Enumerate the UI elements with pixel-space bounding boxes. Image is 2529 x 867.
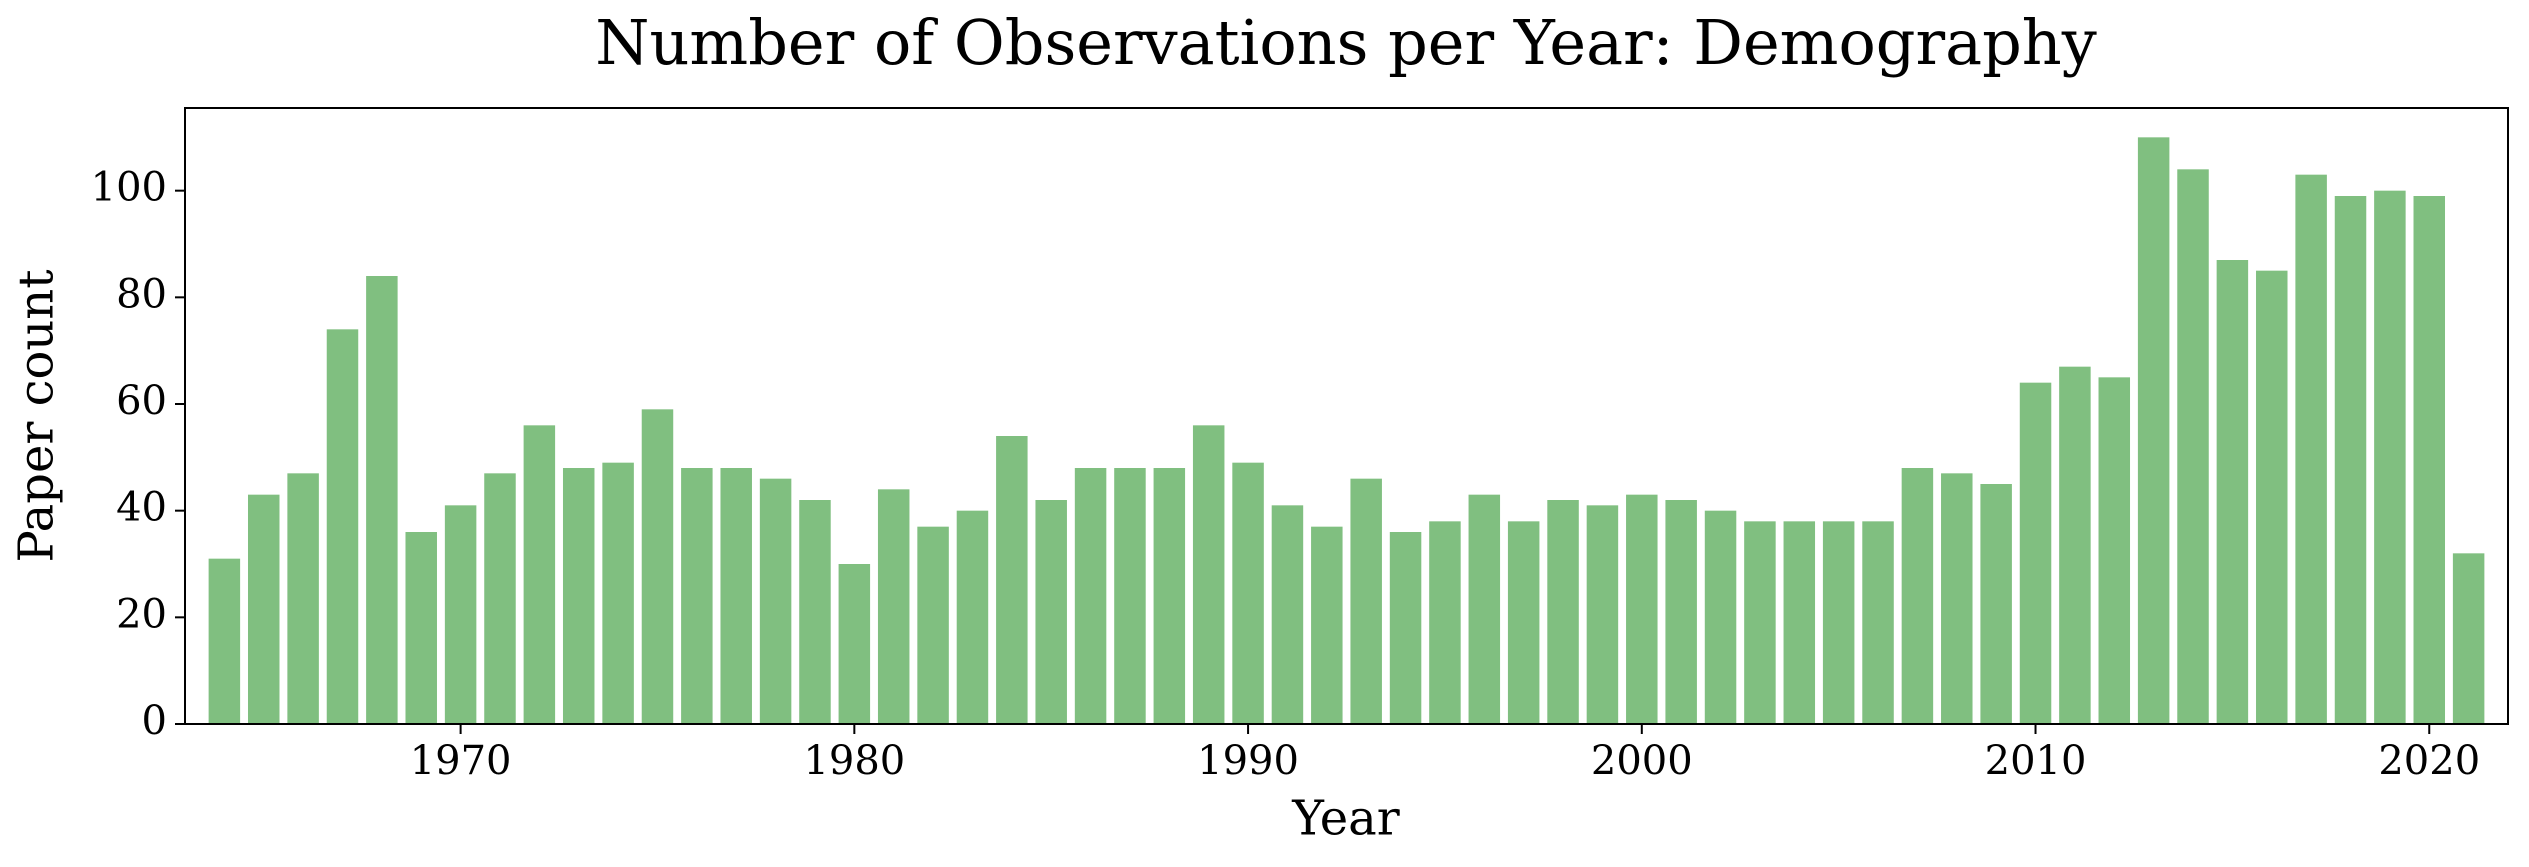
- bar: [2334, 196, 2367, 724]
- bar: [2216, 260, 2249, 724]
- bar: [2177, 169, 2209, 725]
- bar: [1862, 521, 1894, 724]
- bar: [602, 462, 634, 724]
- bar: [1704, 510, 1737, 724]
- bar: [366, 276, 398, 724]
- bar: [2256, 270, 2288, 724]
- bar: [2374, 190, 2406, 724]
- chart-title: Number of Observations per Year: Demogra…: [595, 6, 2096, 79]
- x-tick-label: 1970: [410, 738, 512, 784]
- bar: [1468, 494, 1501, 724]
- bar: [1626, 494, 1658, 724]
- bar: [641, 409, 674, 724]
- y-tick-label: 20: [116, 591, 167, 637]
- bar: [1547, 500, 1579, 724]
- bar: [681, 468, 713, 724]
- bar: [1389, 532, 1422, 724]
- bar: [2452, 553, 2485, 724]
- bar: [2098, 377, 2131, 724]
- y-axis-label: Paper count: [9, 270, 65, 563]
- y-tick-label: 60: [116, 378, 167, 424]
- bar: [405, 532, 437, 724]
- bar: [1586, 505, 1619, 724]
- bar: [523, 425, 556, 724]
- x-axis-label: Year: [1291, 791, 1400, 847]
- y-tick-label: 100: [91, 165, 167, 211]
- bar: [2137, 137, 2170, 725]
- bar: [326, 329, 359, 724]
- bar: [1153, 468, 1186, 724]
- bar: [1941, 473, 1973, 724]
- bar: [1822, 521, 1855, 724]
- bar: [996, 436, 1028, 724]
- bar: [1271, 505, 1304, 724]
- bar: [444, 505, 477, 724]
- bar: [1783, 521, 1816, 724]
- bar: [1074, 468, 1107, 724]
- bar: [208, 558, 241, 724]
- bar: [720, 468, 752, 724]
- bar: [2413, 196, 2446, 724]
- bar: [2059, 366, 2091, 724]
- y-tick-label: 40: [116, 485, 167, 531]
- y-tick-label: 0: [142, 698, 167, 744]
- bar: [1035, 500, 1067, 724]
- bar: [1665, 500, 1697, 724]
- bar: [1311, 526, 1343, 724]
- bar: [759, 478, 792, 724]
- bar: [484, 473, 516, 724]
- y-tick-label: 80: [116, 271, 167, 317]
- bar: [877, 489, 910, 724]
- bar: [2019, 382, 2052, 724]
- bar: [799, 500, 831, 724]
- x-tick-label: 2010: [1985, 738, 2087, 784]
- bar: [1232, 462, 1264, 724]
- x-tick-label: 2020: [2378, 738, 2480, 784]
- bar: [1744, 521, 1776, 724]
- bar: [838, 564, 871, 724]
- bar: [1507, 521, 1540, 724]
- bar: [917, 526, 949, 724]
- bar: [247, 494, 280, 724]
- x-tick-label: 2000: [1591, 738, 1693, 784]
- bar: [956, 510, 989, 724]
- x-tick-label: 1980: [803, 738, 905, 784]
- bar: [2295, 174, 2327, 724]
- bar: [1350, 478, 1382, 724]
- bar: [1901, 468, 1934, 724]
- bar: [1114, 468, 1146, 724]
- bar: [1192, 425, 1225, 724]
- plot-frame: [184, 107, 2509, 725]
- x-tick-label: 1990: [1197, 738, 1299, 784]
- bar: [1429, 521, 1461, 724]
- bar: [1980, 484, 2012, 724]
- bar: [562, 468, 595, 724]
- bar: [287, 473, 319, 724]
